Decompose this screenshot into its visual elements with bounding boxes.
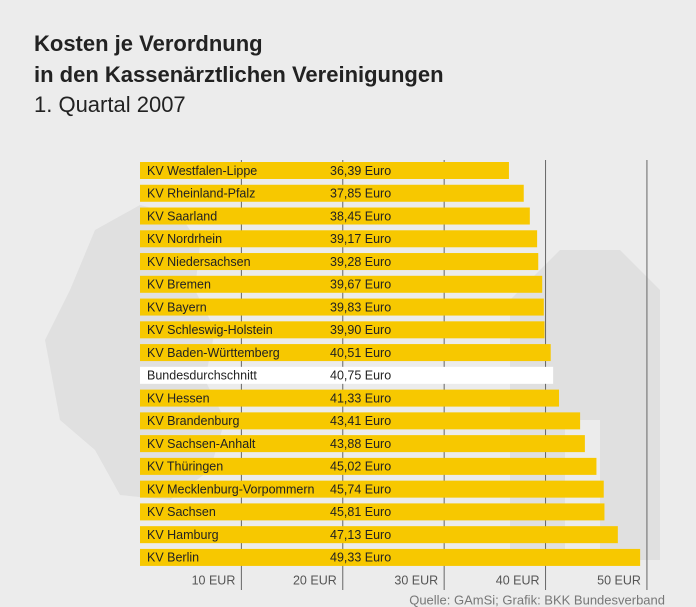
value-label: 39,83 Euro xyxy=(330,300,391,314)
category-label: KV Hessen xyxy=(147,391,210,405)
category-label: KV Niedersachsen xyxy=(147,255,251,269)
category-label: KV Hamburg xyxy=(147,528,219,542)
x-tick-label: 50 EUR xyxy=(597,573,641,587)
bar xyxy=(140,207,530,225)
source: Quelle: GAmSi; Grafik: BKK Bundesverband xyxy=(409,592,665,607)
value-label: 39,28 Euro xyxy=(330,255,391,269)
value-label: 43,88 Euro xyxy=(330,437,391,451)
bar xyxy=(140,480,604,498)
category-label: KV Nordrhein xyxy=(147,232,222,246)
bar xyxy=(140,275,543,293)
bar xyxy=(140,412,581,430)
category-label: KV Brandenburg xyxy=(147,414,239,428)
bar xyxy=(140,435,585,453)
value-label: 39,90 Euro xyxy=(330,323,391,337)
bar xyxy=(140,298,544,316)
category-label: KV Saarland xyxy=(147,209,217,223)
value-label: 39,17 Euro xyxy=(330,232,391,246)
x-tick-label: 40 EUR xyxy=(496,573,540,587)
value-label: 41,33 Euro xyxy=(330,391,391,405)
value-label: 40,75 Euro xyxy=(330,369,391,383)
bar xyxy=(140,366,554,384)
category-label: KV Mecklenburg-Vorpommern xyxy=(147,482,314,496)
bar xyxy=(140,230,538,248)
category-label: KV Bayern xyxy=(147,300,207,314)
value-label: 49,33 Euro xyxy=(330,551,391,565)
bar xyxy=(140,526,618,544)
x-tick-label: 20 EUR xyxy=(293,573,337,587)
value-label: 45,74 Euro xyxy=(330,482,391,496)
category-label: KV Sachsen xyxy=(147,505,216,519)
x-tick-label: 30 EUR xyxy=(394,573,438,587)
bar xyxy=(140,321,545,339)
bar xyxy=(140,184,524,202)
bar xyxy=(140,253,539,271)
value-label: 40,51 Euro xyxy=(330,346,391,360)
category-label: KV Berlin xyxy=(147,551,199,565)
bar xyxy=(140,548,641,566)
value-label: 45,02 Euro xyxy=(330,460,391,474)
bar xyxy=(140,344,551,362)
value-label: 37,85 Euro xyxy=(330,187,391,201)
value-label: 45,81 Euro xyxy=(330,505,391,519)
value-label: 43,41 Euro xyxy=(330,414,391,428)
value-label: 47,13 Euro xyxy=(330,528,391,542)
chart-title: in den Kassenärztlichen Vereinigungen xyxy=(34,62,444,87)
chart-title: Kosten je Verordnung xyxy=(34,31,263,56)
value-label: 38,45 Euro xyxy=(330,209,391,223)
category-label: KV Westfalen-Lippe xyxy=(147,164,257,178)
value-label: 36,39 Euro xyxy=(330,164,391,178)
category-label: KV Bremen xyxy=(147,278,211,292)
category-label: KV Baden-Württemberg xyxy=(147,346,280,360)
category-label: KV Schleswig-Holstein xyxy=(147,323,273,337)
bar xyxy=(140,503,605,521)
value-label: 39,67 Euro xyxy=(330,278,391,292)
x-tick-label: 10 EUR xyxy=(192,573,236,587)
category-label: Bundesdurchschnitt xyxy=(147,369,257,383)
bar xyxy=(140,389,560,407)
category-label: KV Rheinland-Pfalz xyxy=(147,187,255,201)
chart-subtitle: 1. Quartal 2007 xyxy=(34,92,186,117)
bar xyxy=(140,457,597,475)
category-label: KV Sachsen-Anhalt xyxy=(147,437,256,451)
bar xyxy=(140,162,509,179)
category-label: KV Thüringen xyxy=(147,460,223,474)
